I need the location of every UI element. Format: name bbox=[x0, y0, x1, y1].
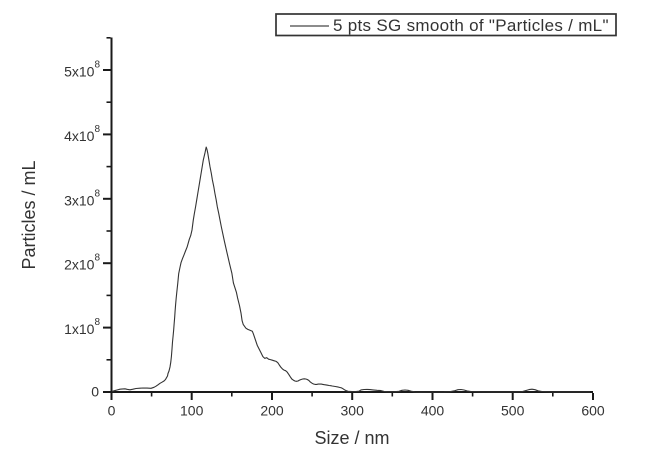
svg-text:500: 500 bbox=[501, 403, 525, 419]
svg-text:400: 400 bbox=[421, 403, 445, 419]
svg-text:Particles / mL: Particles / mL bbox=[19, 160, 39, 269]
svg-text:600: 600 bbox=[581, 403, 605, 419]
svg-text:3x108: 3x108 bbox=[64, 188, 100, 208]
svg-text:Size / nm: Size / nm bbox=[314, 428, 389, 448]
svg-text:0: 0 bbox=[91, 384, 99, 400]
svg-text:2x108: 2x108 bbox=[64, 253, 100, 273]
svg-text:1x108: 1x108 bbox=[64, 317, 100, 337]
svg-text:0: 0 bbox=[108, 403, 116, 419]
svg-text:100: 100 bbox=[180, 403, 204, 419]
svg-text:300: 300 bbox=[341, 403, 365, 419]
svg-text:5x108: 5x108 bbox=[64, 60, 100, 80]
svg-text:4x108: 4x108 bbox=[64, 124, 100, 144]
svg-text:5 pts SG smooth of "Particles: 5 pts SG smooth of "Particles / mL" bbox=[333, 16, 609, 35]
svg-text:200: 200 bbox=[260, 403, 284, 419]
